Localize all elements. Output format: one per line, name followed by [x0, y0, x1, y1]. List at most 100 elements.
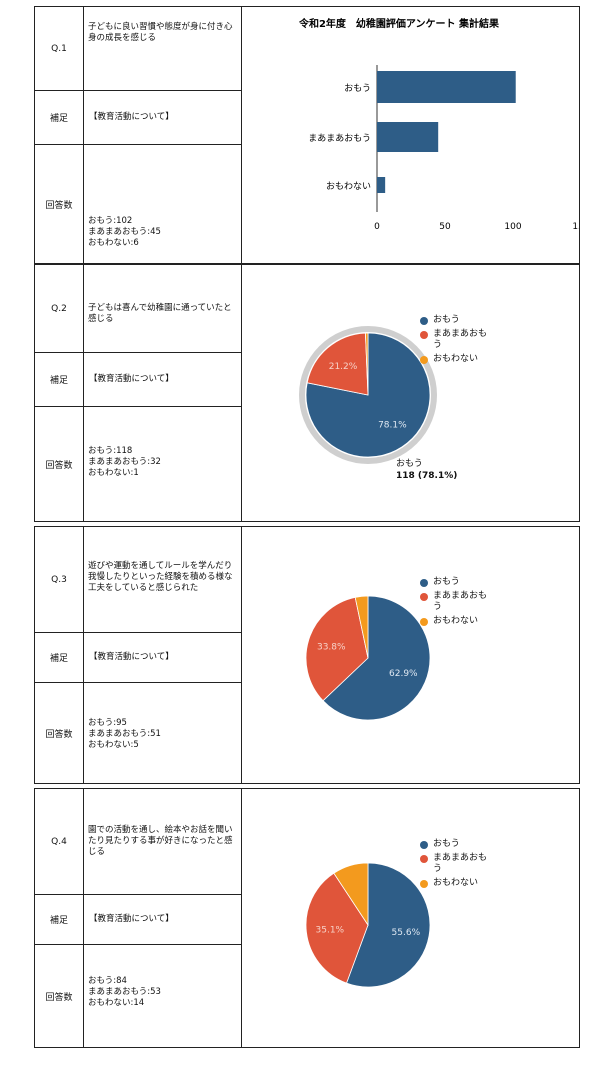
chart-area-2: 78.1% 21.2% — [241, 265, 579, 521]
question-text: 園での活動を通し、絵本やお話を聞いたり見たりする事が好きになったと感じる — [88, 825, 233, 857]
pie-slice-0 — [322, 595, 431, 721]
legend-dot — [420, 331, 428, 339]
supplement-text: 【教育活動について】 — [89, 652, 174, 662]
x-tick-label: 150 — [572, 222, 579, 232]
legend-item-maamaa: まあまあおもう — [420, 853, 493, 875]
answer-counts: おもう:95 まあまあおもう:51 おもわない:5 — [88, 718, 161, 751]
legend-item-omowanai: おもわない — [420, 878, 493, 889]
legend-dot — [420, 579, 428, 587]
answer-counts: おもう:118 まあまあおもう:32 おもわない:1 — [88, 446, 161, 479]
legend-dot — [420, 317, 428, 325]
question-text: 子どもに良い習慣や態度が身に付き心身の成長を感じる — [88, 22, 233, 43]
pie-tooltip: おもう 118 (78.1%) — [396, 458, 457, 482]
answer-omowanai: おもわない:14 — [88, 998, 145, 1008]
question-row: Q.2 子どもは喜んで幼稚園に通っていたと感じる — [35, 265, 241, 353]
answer-maamaa: まあまあおもう:45 — [88, 227, 161, 237]
pie-slice-2 — [333, 862, 369, 927]
legend-item-maamaa: まあまあおもう — [420, 329, 493, 351]
legend-item-omowanai: おもわない — [420, 616, 493, 627]
pie-chart: 62.9% 33.8% — [305, 595, 431, 721]
tooltip-label: おもう — [396, 459, 423, 469]
bar-1 — [377, 122, 439, 152]
supplement-label: 補足 — [35, 633, 84, 682]
answers-row: 回答数 おもう:118 まあまあおもう:32 おもわない:1 — [35, 407, 241, 521]
slice-label: 21.2% — [329, 362, 358, 372]
bar-2 — [377, 177, 386, 193]
answer-maamaa: まあまあおもう:53 — [88, 987, 161, 997]
pie-slice-0 — [346, 862, 431, 988]
legend-dot — [420, 855, 428, 863]
answers-label: 回答数 — [35, 145, 84, 263]
pie-highlight-ring — [299, 326, 437, 464]
answer-counts: おもう:84 まあまあおもう:53 おもわない:14 — [88, 976, 161, 1009]
supplement-text: 【教育活動について】 — [89, 374, 174, 384]
supplement-row: 補足 【教育活動について】 — [35, 91, 241, 145]
legend-item-maamaa: まあまあおもう — [420, 591, 493, 613]
legend-item-omowanai: おもわない — [420, 354, 493, 365]
x-tick-label: 0 — [374, 222, 380, 232]
answer-counts: おもう:102 まあまあおもう:45 おもわない:6 — [88, 216, 161, 249]
answer-omou: おもう:95 — [88, 718, 127, 728]
slice-label: 55.6% — [392, 928, 421, 938]
question-text: 子どもは喜んで幼稚園に通っていたと感じる — [88, 303, 232, 324]
legend-q2: おもう まあまあおもう おもわない — [420, 315, 493, 368]
legend-dot — [420, 593, 428, 601]
answer-maamaa: まあまあおもう:32 — [88, 457, 161, 467]
answers-label: 回答数 — [35, 945, 84, 1047]
supplement-label: 補足 — [35, 91, 84, 144]
answers-row: 回答数 おもう:102 まあまあおもう:45 おもわない:6 — [35, 145, 241, 263]
legend-dot — [420, 841, 428, 849]
question-table-2: Q.2 子どもは喜んで幼稚園に通っていたと感じる 補足 【教育活動について】 回… — [35, 265, 242, 521]
supplement-row: 補足 【教育活動について】 — [35, 353, 241, 407]
legend-item-omou: おもう — [420, 577, 493, 588]
question-number: Q.4 — [35, 789, 84, 894]
answers-label: 回答数 — [35, 683, 84, 783]
answers-label: 回答数 — [35, 407, 84, 521]
answer-omowanai: おもわない:1 — [88, 468, 139, 478]
chart-area-1: 令和2年度 幼稚園評価アンケート 集計結果 おもう まあまあおもう おもわない 0 50… — [241, 7, 590, 263]
question-row: Q.4 園での活動を通し、絵本やお話を聞いたり見たりする事が好きになったと感じる — [35, 789, 241, 895]
pie-chart: 55.6% 35.1% — [305, 862, 431, 988]
legend-dot — [420, 880, 428, 888]
answer-omou: おもう:84 — [88, 976, 127, 986]
legend-q4: おもう まあまあおもう おもわない — [420, 839, 493, 892]
legend-q3: おもう まあまあおもう おもわない — [420, 577, 493, 630]
chart-title: 令和2年度 幼稚園評価アンケート 集計結果 — [298, 17, 500, 30]
legend-dot — [420, 618, 428, 626]
legend-item-omou: おもう — [420, 315, 493, 326]
slice-label: 78.1% — [378, 421, 407, 431]
x-tick-label: 100 — [504, 222, 521, 232]
legend-item-omou: おもう — [420, 839, 493, 850]
category-label: おもう — [344, 83, 371, 94]
pie-slice-1 — [305, 596, 369, 702]
pie-slice-1 — [305, 872, 369, 984]
answer-omowanai: おもわない:6 — [88, 238, 139, 248]
legend-dot — [420, 356, 428, 364]
supplement-label: 補足 — [35, 353, 84, 406]
question-table-1: Q.1 子どもに良い習慣や態度が身に付き心身の成長を感じる 補足 【教育活動につ… — [35, 7, 242, 263]
chart-area-3: 62.9% 33.8% — [241, 527, 579, 783]
category-label: おもわない — [326, 181, 371, 192]
tooltip-value: 118 (78.1%) — [396, 471, 458, 481]
question-block-3: Q.3 遊びや運動を通してルールを学んだり我慢したりといった経験を積める様な工夫… — [34, 526, 580, 784]
question-block-2: Q.2 子どもは喜んで幼稚園に通っていたと感じる 補足 【教育活動について】 回… — [34, 264, 580, 522]
bar-0 — [377, 71, 516, 103]
answer-maamaa: まあまあおもう:51 — [88, 729, 161, 739]
question-table-4: Q.4 園での活動を通し、絵本やお話を聞いたり見たりする事が好きになったと感じる… — [35, 789, 242, 1047]
pie-chart: 78.1% 21.2% — [299, 326, 437, 464]
question-text: 遊びや運動を通してルールを学んだり我慢したりといった経験を積める様な工夫をしてい… — [88, 561, 233, 593]
x-tick-label: 50 — [439, 222, 451, 232]
pie-slice-2 — [365, 332, 369, 396]
supplement-label: 補足 — [35, 895, 84, 944]
answer-omou: おもう:102 — [88, 216, 133, 226]
slice-label: 33.8% — [317, 643, 346, 653]
answers-row: 回答数 おもう:95 まあまあおもう:51 おもわない:5 — [35, 683, 241, 783]
question-number: Q.2 — [35, 265, 84, 352]
question-row: Q.3 遊びや運動を通してルールを学んだり我慢したりといった経験を積める様な工夫… — [35, 527, 241, 633]
question-row: Q.1 子どもに良い習慣や態度が身に付き心身の成長を感じる — [35, 7, 241, 91]
answer-omowanai: おもわない:5 — [88, 740, 139, 750]
pie-slice-2 — [354, 595, 369, 659]
supplement-text: 【教育活動について】 — [89, 112, 174, 122]
supplement-text: 【教育活動について】 — [89, 914, 174, 924]
